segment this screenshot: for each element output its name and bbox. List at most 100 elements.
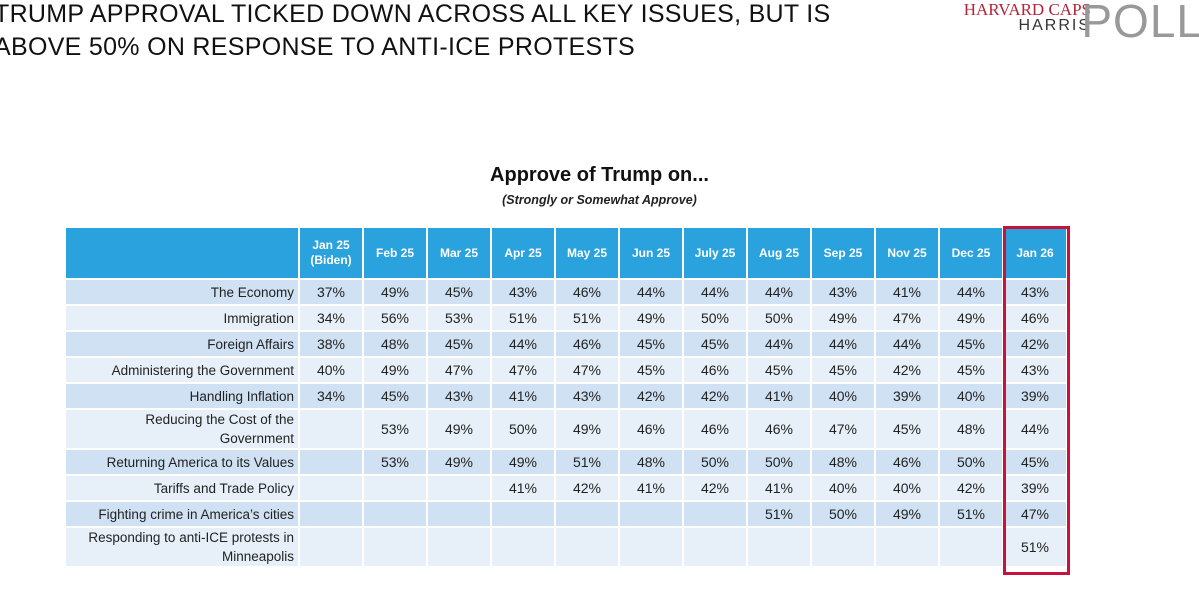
row-label-line: Minneapolis (221, 549, 294, 564)
row: Tariffs and Trade Policy 41% 42% 41% 42% 41% 4… (66, 476, 1066, 500)
cell: 50% (684, 450, 746, 474)
cell (812, 528, 874, 566)
cell: 42% (684, 476, 746, 500)
cell: 47% (428, 358, 490, 382)
row: The Economy 37% 49% 45% 43% 46% 44% 44% 44% 43% 41… (66, 280, 1066, 304)
cell: 51% (492, 306, 554, 330)
cell: 44% (1004, 410, 1066, 448)
column-header-line: Aug 25 (758, 245, 799, 260)
cell: 41% (492, 384, 554, 408)
column-header-line: Jun 25 (631, 245, 670, 260)
cell: 46% (620, 410, 682, 448)
cell: 50% (492, 410, 554, 448)
row-label-line: Administering the Government (111, 362, 294, 378)
cell: 42% (940, 476, 1002, 500)
row: Reducing the Cost of the Government 53% 49%… (66, 410, 1066, 448)
corner-cell (66, 228, 298, 278)
cell (300, 502, 362, 526)
row: Handling Inflation 34% 45% 43% 41% 43% 42% 42% 4… (66, 384, 1066, 408)
cell: 43% (492, 280, 554, 304)
cell: 49% (364, 358, 426, 382)
cell: 53% (364, 450, 426, 474)
cell: 42% (620, 384, 682, 408)
cell: 46% (1004, 306, 1066, 330)
column-header-line: Jan 25 (312, 238, 350, 252)
row: Administering the Government 40% 49% 47% 47%… (66, 358, 1066, 382)
cell: 50% (940, 450, 1002, 474)
highlight-box (1003, 226, 1070, 575)
cell: 43% (428, 384, 490, 408)
cell: 44% (748, 280, 810, 304)
logo: HARVARD CAPS HARRIS POLL (939, 0, 1199, 47)
cell: 47% (556, 358, 618, 382)
row-label-line: Immigration (223, 310, 294, 326)
cell: 47% (492, 358, 554, 382)
cell: 41% (748, 384, 810, 408)
column-header: Aug 25 (748, 228, 810, 278)
column-header-line: Nov 25 (887, 245, 927, 260)
column-header-line: Dec 25 (951, 245, 991, 260)
cell: 46% (748, 410, 810, 448)
cell: 39% (1004, 384, 1066, 408)
cell: 43% (556, 384, 618, 408)
cell: 45% (364, 384, 426, 408)
row-label-line: Responding to anti-ICE protests in (88, 530, 294, 545)
cell: 44% (620, 280, 682, 304)
cell (428, 528, 490, 566)
cell: 34% (300, 306, 362, 330)
cell: 34% (300, 384, 362, 408)
column-header-line: Jan 26 (1016, 245, 1054, 260)
row: Returning America to its Values 53% 49% 49%… (66, 450, 1066, 474)
cell: 45% (940, 332, 1002, 356)
cell: 46% (556, 332, 618, 356)
cell: 51% (556, 306, 618, 330)
cell: 50% (812, 502, 874, 526)
cell: 42% (684, 384, 746, 408)
cell: 42% (556, 476, 618, 500)
cell: 41% (748, 476, 810, 500)
cell: 40% (812, 384, 874, 408)
row-label: Immigration (66, 306, 298, 330)
header-row: Jan 25 (Biden) Feb 25 Mar 25 Apr 25 May 25 Jun… (66, 228, 1066, 278)
cell: 56% (364, 306, 426, 330)
row-label: The Economy (66, 280, 298, 304)
row-label: Handling Inflation (66, 384, 298, 408)
cell: 45% (428, 332, 490, 356)
cell: 45% (428, 280, 490, 304)
cell (300, 410, 362, 448)
cell (748, 528, 810, 566)
cell: 45% (684, 332, 746, 356)
column-header-line: Feb 25 (375, 245, 414, 260)
cell: 45% (1004, 450, 1066, 474)
row-label: Responding to anti-ICE protests in Minnea… (66, 528, 298, 566)
cell: 40% (876, 476, 938, 500)
column-header: Jan 25 (Biden) (300, 228, 362, 278)
cell: 48% (620, 450, 682, 474)
cell (364, 528, 426, 566)
cell: 49% (364, 280, 426, 304)
cell: 50% (748, 306, 810, 330)
cell: 40% (940, 384, 1002, 408)
cell: 46% (876, 450, 938, 474)
cell: 43% (1004, 358, 1066, 382)
cell: 49% (428, 450, 490, 474)
cell: 53% (428, 306, 490, 330)
cell: 44% (876, 332, 938, 356)
cell: 49% (812, 306, 874, 330)
cell: 45% (748, 358, 810, 382)
cell: 53% (364, 410, 426, 448)
table-subtitle: (Strongly or Somewhat Approve) (502, 193, 697, 207)
row: Responding to anti-ICE protests in Minnea… (66, 528, 1066, 566)
cell: 48% (364, 332, 426, 356)
row-label: Foreign Affairs (66, 332, 298, 356)
cell (428, 502, 490, 526)
cell: 43% (1004, 280, 1066, 304)
table-title: Approve of Trump on... (490, 164, 709, 186)
column-header: May 25 (556, 228, 618, 278)
cell: 51% (556, 450, 618, 474)
cell: 44% (684, 280, 746, 304)
cell: 40% (812, 476, 874, 500)
cell (684, 528, 746, 566)
cell: 44% (940, 280, 1002, 304)
